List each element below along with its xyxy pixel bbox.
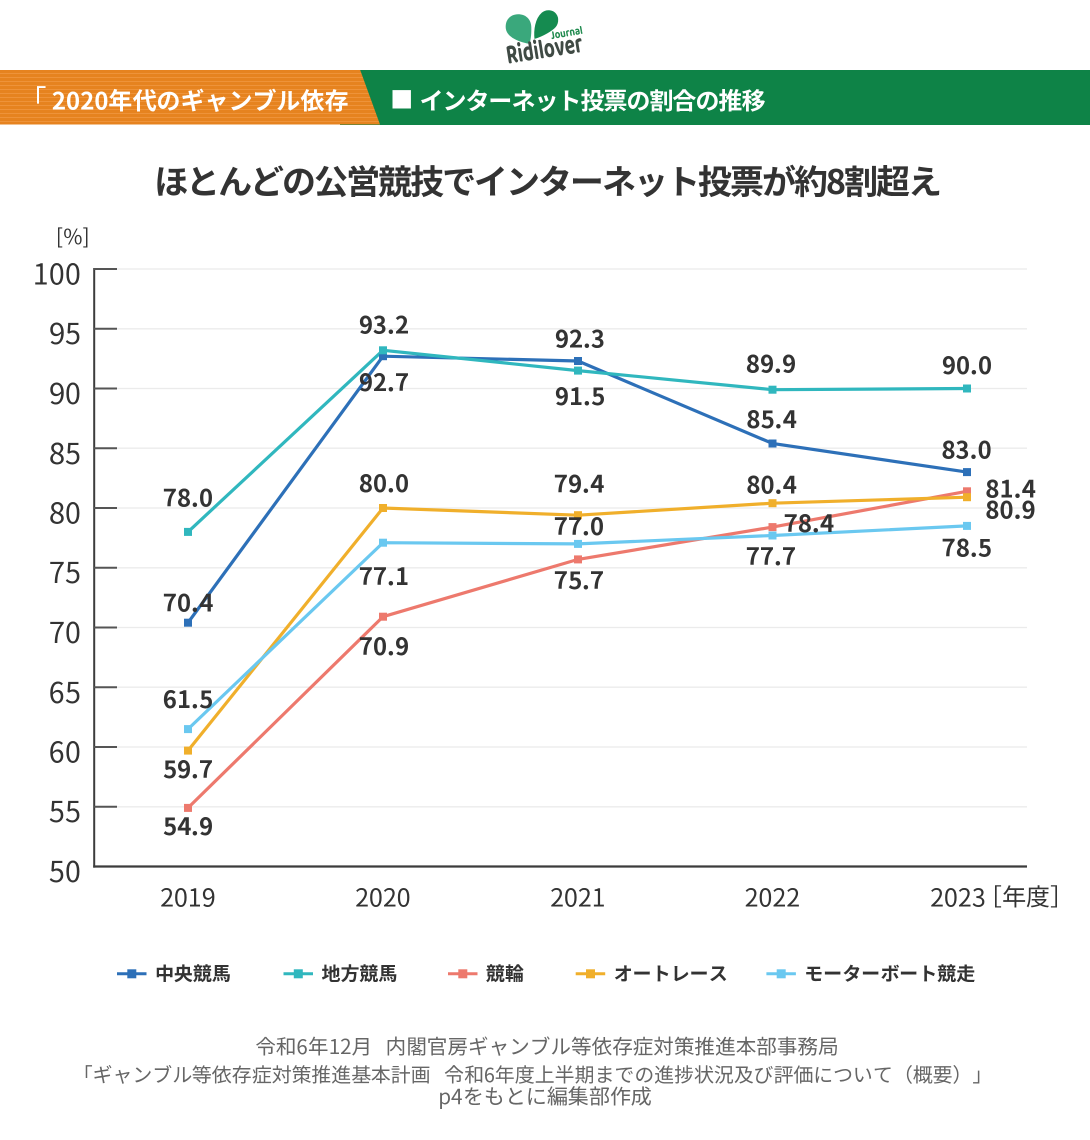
svg-text:2023: 2023 xyxy=(930,879,986,915)
svg-text:93.2: 93.2 xyxy=(359,306,409,341)
svg-text:70: 70 xyxy=(49,610,81,652)
svg-text:54.9: 54.9 xyxy=(163,807,213,842)
svg-text:80.0: 80.0 xyxy=(359,464,409,499)
svg-text:92.7: 92.7 xyxy=(359,363,409,398)
svg-text:80: 80 xyxy=(49,491,81,533)
svg-text:75: 75 xyxy=(49,550,81,592)
svg-text:92.3: 92.3 xyxy=(555,320,605,355)
svg-text:90.0: 90.0 xyxy=(942,346,992,381)
svg-text:77.7: 77.7 xyxy=(746,537,796,572)
svg-text:中央競馬: 中央競馬 xyxy=(155,960,231,987)
svg-text:95: 95 xyxy=(49,311,81,353)
svg-text:61.5: 61.5 xyxy=(163,680,213,715)
svg-text:89.9: 89.9 xyxy=(746,345,796,380)
svg-text:78.5: 78.5 xyxy=(942,529,992,564)
svg-text:83.0: 83.0 xyxy=(941,431,991,466)
svg-text:［年度］: ［年度］ xyxy=(978,878,1074,913)
svg-text:78.4: 78.4 xyxy=(784,504,834,539)
svg-text:100: 100 xyxy=(33,252,81,294)
svg-text:70.9: 70.9 xyxy=(359,627,409,662)
svg-text:78.0: 78.0 xyxy=(163,479,213,514)
svg-text:75.7: 75.7 xyxy=(554,561,604,596)
svg-text:80.9: 80.9 xyxy=(985,491,1035,526)
svg-text:79.4: 79.4 xyxy=(554,465,604,500)
svg-text:50: 50 xyxy=(49,849,81,891)
svg-text:70.4: 70.4 xyxy=(163,584,213,619)
svg-text:2020: 2020 xyxy=(355,879,411,915)
svg-text:85: 85 xyxy=(49,431,81,473)
svg-text:オートレース: オートレース xyxy=(614,960,728,987)
svg-text:91.5: 91.5 xyxy=(555,377,605,412)
svg-text:90: 90 xyxy=(49,371,81,413)
svg-text:77.1: 77.1 xyxy=(359,557,409,592)
svg-text:2022: 2022 xyxy=(745,879,801,915)
svg-text:モーターボート競走: モーターボート競走 xyxy=(804,960,975,987)
svg-text:65: 65 xyxy=(49,670,81,712)
svg-text:2021: 2021 xyxy=(550,879,606,915)
svg-text:2019: 2019 xyxy=(160,879,216,915)
svg-text:地方競馬: 地方競馬 xyxy=(322,960,398,987)
svg-text:85.4: 85.4 xyxy=(746,400,796,435)
svg-text:81.4: 81.4 xyxy=(985,470,1035,505)
svg-text:55: 55 xyxy=(49,789,81,831)
svg-text:競輪: 競輪 xyxy=(486,960,524,987)
svg-text:[%]: [%] xyxy=(56,221,90,251)
svg-text:80.4: 80.4 xyxy=(746,466,796,501)
svg-text:60: 60 xyxy=(49,730,81,772)
svg-text:59.7: 59.7 xyxy=(163,750,213,785)
svg-text:77.0: 77.0 xyxy=(554,507,604,542)
